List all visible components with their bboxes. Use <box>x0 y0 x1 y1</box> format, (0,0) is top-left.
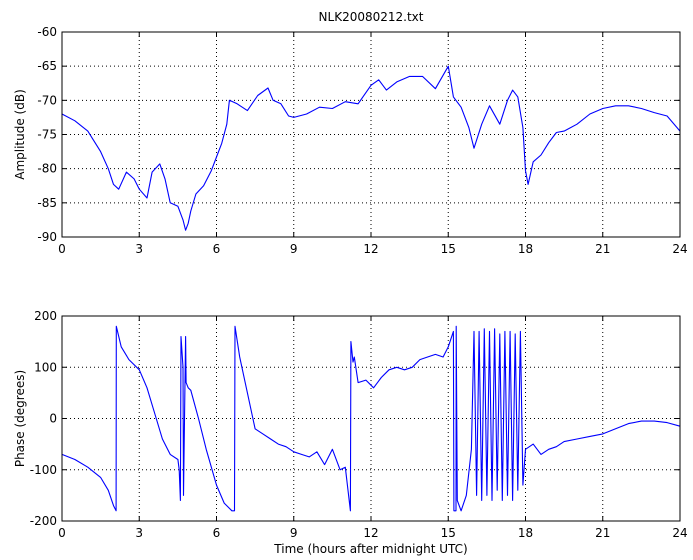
y-tick-label: 100 <box>34 360 57 374</box>
amplitude-panel: 0 3 6 9 12 15 18 21 24 -90 -85 -80 -75 -70 -65 -60 Ampli… <box>13 25 688 256</box>
y-tick-label: -90 <box>37 230 57 244</box>
y-tick-label: -75 <box>37 128 57 142</box>
series-line <box>61 65 681 231</box>
series-line <box>61 325 681 512</box>
x-tick-label: 15 <box>441 526 456 540</box>
y-tick-label: 200 <box>34 309 57 323</box>
y-tick-label: -100 <box>30 463 57 477</box>
x-tick-label: 9 <box>290 242 298 256</box>
x-tick-label: 6 <box>213 242 221 256</box>
x-tick-label: 24 <box>672 526 687 540</box>
y-tick-label: -80 <box>37 162 57 176</box>
x-tick-label: 0 <box>58 526 66 540</box>
x-axis-label: Time (hours after midnight UTC) <box>273 542 467 556</box>
x-tick-label: 6 <box>213 526 221 540</box>
x-tick-label: 18 <box>518 242 533 256</box>
y-tick-label: -60 <box>37 25 57 39</box>
x-tick-label: 9 <box>290 526 298 540</box>
x-tick-label: 3 <box>135 526 143 540</box>
y-tick-label: 0 <box>49 412 57 426</box>
phase-panel: 0 3 6 9 12 15 18 21 24 -200 -100 0 100 200 Phase (degr… <box>13 309 688 556</box>
x-tick-label: 21 <box>595 526 610 540</box>
y-tick-label: -70 <box>37 93 57 107</box>
x-tick-label: 12 <box>363 526 378 540</box>
x-tick-label: 18 <box>518 526 533 540</box>
y-tick-label: -200 <box>30 514 57 528</box>
x-tick-label: 0 <box>58 242 66 256</box>
y-tick-label: -85 <box>37 196 57 210</box>
y-axis-label: Amplitude (dB) <box>13 89 27 180</box>
chart-title: NLK20080212.txt <box>319 10 424 24</box>
x-tick-label: 21 <box>595 242 610 256</box>
x-tick-label: 24 <box>672 242 687 256</box>
x-tick-label: 3 <box>135 242 143 256</box>
x-tick-label: 12 <box>363 242 378 256</box>
y-tick-label: -65 <box>37 59 57 73</box>
x-tick-label: 15 <box>441 242 456 256</box>
y-axis-label: Phase (degrees) <box>13 370 27 467</box>
